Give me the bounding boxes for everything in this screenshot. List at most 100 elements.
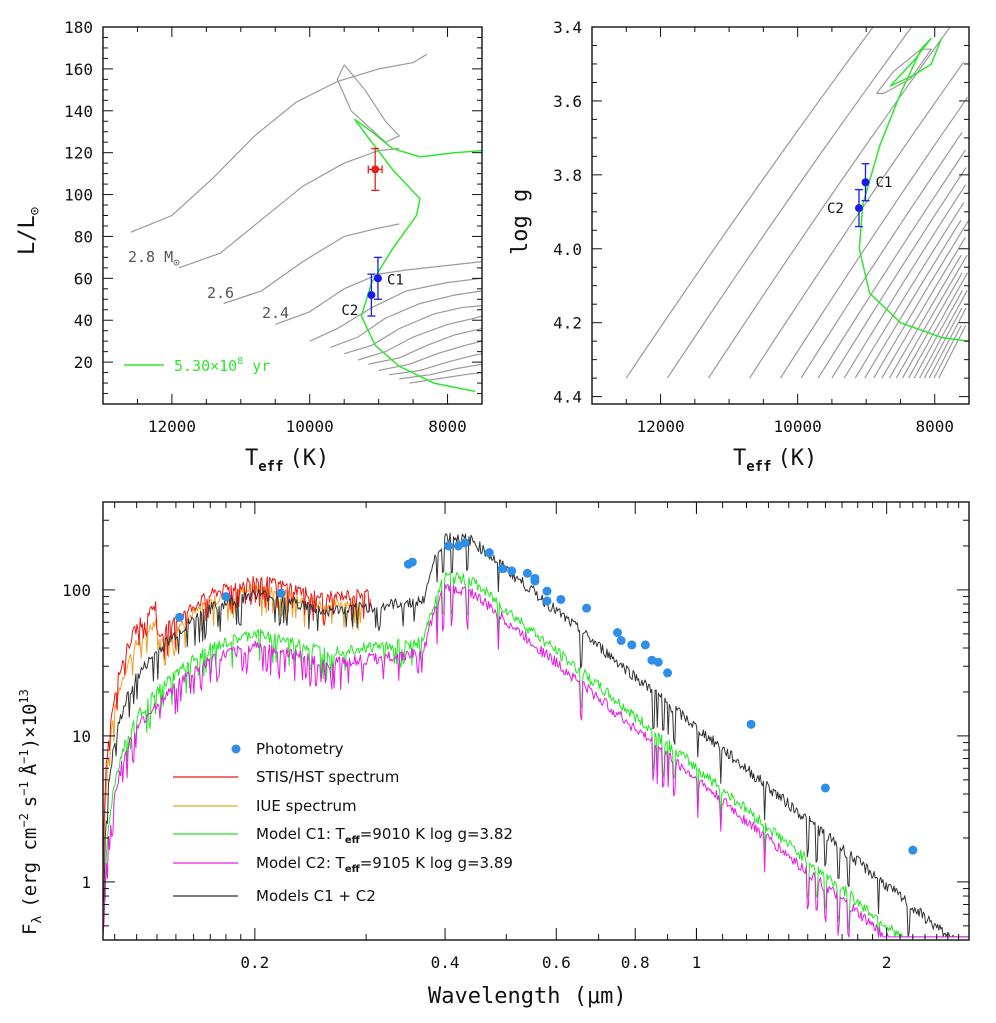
kiel-plot-frame: [591, 26, 970, 405]
sed-ticks: 0.2 0.4 0.6 0.8 1 2 1 10 100: [62, 501, 969, 972]
hr-y-axis-title: L/L⊙: [15, 206, 43, 255]
hr-y-tick-label: 100: [64, 186, 93, 205]
sed-y-tick-label: 100: [62, 581, 91, 600]
kiel-track: [800, 131, 963, 379]
sed-x-tick-label: 0.8: [621, 953, 650, 972]
hr-track: [330, 290, 483, 348]
sed-x-tick-label: 0.6: [542, 953, 571, 972]
sed-photometry-point: [582, 603, 592, 613]
hr-track: [357, 315, 483, 361]
sed-legend: Photometry STIS/HST spectrum IUE spectru…: [173, 740, 513, 905]
kiel-point-C1: [861, 178, 870, 187]
sed-photometry-point: [613, 628, 623, 638]
hr-track: [378, 340, 483, 372]
sed-photometry-point: [556, 594, 566, 604]
kiel-diagram-panel: C1 C2 12000 10000 8000 3.4 3.6 3.8 4.0 4.2 4.4 Te…: [508, 18, 970, 475]
hr-track: [344, 305, 483, 355]
sed-photometry-point: [522, 568, 532, 578]
hr-track: [130, 53, 428, 233]
hr-point-C1: [373, 274, 382, 283]
kiel-track: [908, 272, 969, 379]
kiel-x-tick-label: 12000: [636, 417, 684, 436]
sed-photometry-point: [484, 548, 494, 558]
kiel-evolution-tracks: [625, 26, 970, 379]
sed-photometry-point: [407, 557, 417, 567]
hr-ticks: 12000 10000 8000 20 40 60 80 100 120 140 160 180: [64, 18, 483, 436]
kiel-y-tick-label: 4.4: [553, 388, 582, 407]
sed-photometry-point: [443, 541, 453, 551]
kiel-isochrone-line: [858, 37, 970, 342]
kiel-point-label-C1: C1: [875, 175, 892, 191]
hr-y-tick-label: 80: [74, 227, 93, 246]
sed-iue-spectrum: [102, 581, 367, 894]
kiel-y-tick-label: 3.4: [553, 18, 582, 37]
sed-y-tick-label: 10: [72, 727, 91, 746]
sed-photometry-point: [663, 668, 673, 678]
hr-track: [409, 372, 483, 384]
mass-label-2.6: 2.6: [207, 284, 234, 302]
sed-photometry-point: [820, 783, 830, 793]
hr-x-tick-label: 8000: [428, 417, 467, 436]
sed-x-tick-label: 0.2: [240, 953, 269, 972]
kiel-track: [913, 290, 964, 379]
kiel-point-label-C2: C2: [827, 201, 844, 217]
sed-plot-frame: [102, 501, 970, 941]
kiel-y-tick-label: 3.6: [553, 92, 582, 111]
hr-isochrone: [353, 118, 483, 393]
kiel-track: [843, 184, 967, 379]
kiel-x-tick-label: 8000: [915, 417, 954, 436]
mass-label-2.8: 2.8 M⊙: [128, 248, 180, 269]
kiel-track: [888, 254, 962, 379]
kiel-data-points: C1 C2: [827, 163, 892, 228]
kiel-isochrone: [858, 37, 970, 342]
sed-y-axis-title: Fλ(erg cm−2s−1Å−1)×1013: [17, 689, 45, 935]
hr-y-tick-label: 180: [64, 18, 93, 37]
hr-track-loop: [336, 64, 401, 143]
hr-point-label-C2: C2: [341, 303, 358, 319]
legend-stis-label: STIS/HST spectrum: [256, 768, 399, 786]
kiel-track: [831, 167, 967, 379]
kiel-track: [901, 272, 963, 379]
kiel-track: [666, 26, 913, 379]
sed-photometry-point: [627, 640, 637, 650]
sed-x-tick-label: 2: [882, 953, 892, 972]
kiel-track: [928, 307, 967, 379]
kiel-isochrone-branch: [889, 37, 943, 87]
sed-photometry-point: [507, 566, 517, 576]
sed-photometry-point: [908, 845, 918, 855]
hr-plot-frame: [102, 26, 483, 405]
kiel-track-loop: [876, 48, 933, 95]
kiel-y-tick-label: 3.8: [553, 166, 582, 185]
hr-point-C2: [367, 291, 376, 300]
kiel-track: [749, 61, 965, 379]
kiel-y-axis-title: log g: [508, 189, 533, 255]
hr-track: [309, 277, 483, 342]
kiel-track: [933, 325, 962, 379]
sed-photometry: [175, 538, 918, 855]
kiel-track: [779, 96, 969, 379]
hr-y-tick-label: 20: [74, 353, 93, 372]
sed-spectra: [102, 532, 969, 938]
hr-x-tick-label: 10000: [286, 417, 334, 436]
kiel-x-axis-title: Teff (K): [733, 446, 817, 475]
hr-y-tick-label: 120: [64, 144, 93, 163]
isochrone-legend-label: 5.30×108 yr: [174, 356, 270, 375]
kiel-y-tick-label: 4.2: [553, 314, 582, 333]
kiel-track: [919, 290, 968, 379]
kiel-track: [873, 219, 970, 379]
kiel-y-tick-label: 4.0: [553, 240, 582, 259]
legend-photometry-label: Photometry: [256, 740, 344, 758]
hr-point-combined: [371, 165, 380, 174]
kiel-track: [881, 237, 966, 379]
kiel-x-tick-label: 10000: [774, 417, 822, 436]
sed-model-c1: [102, 571, 969, 938]
sed-photometry-point: [542, 596, 552, 606]
hr-track: [178, 147, 400, 269]
legend-combined-label: Models C1 + C2: [256, 887, 376, 905]
hr-isochrone-branch: [354, 118, 483, 158]
kiel-track: [864, 219, 962, 379]
sed-photometry-point: [175, 612, 185, 622]
sed-photometry-point: [746, 719, 756, 729]
